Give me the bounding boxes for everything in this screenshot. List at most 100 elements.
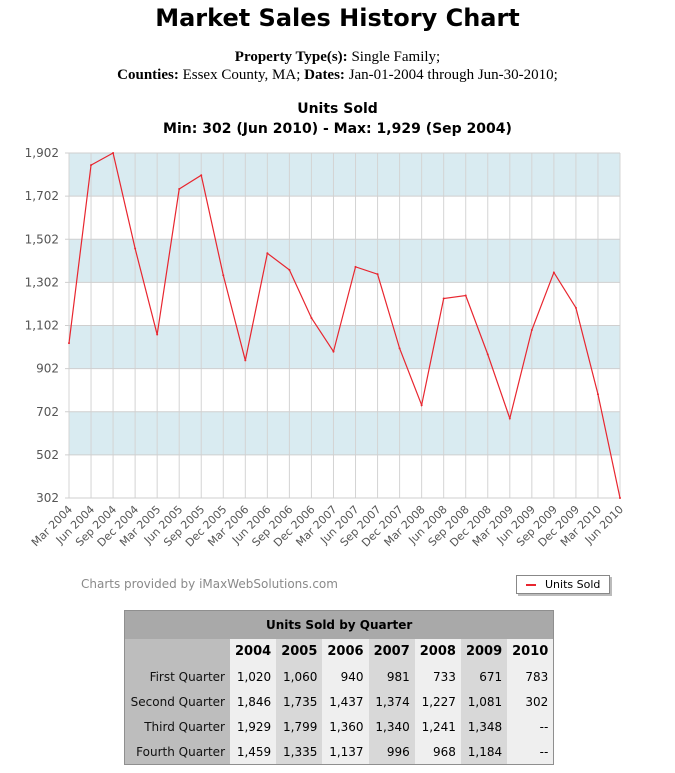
year-header: 2008 [414, 639, 461, 664]
data-point [486, 353, 489, 356]
units-sold-line-chart: 3025027029021,1021,3021,5021,7021,902Mar… [25, 146, 626, 549]
data-point [68, 342, 70, 345]
data-point [332, 350, 335, 353]
table-cell: 1,020 [230, 664, 277, 689]
plot-band [69, 411, 620, 455]
data-point [266, 252, 269, 255]
table-cell: 996 [368, 739, 415, 765]
table-cell: 1,799 [276, 714, 323, 739]
table-cell: -- [507, 739, 554, 765]
table-cell: 733 [414, 664, 461, 689]
table-row: Second Quarter 1,846 1,735 1,437 1,374 1… [124, 689, 554, 714]
data-point [508, 417, 511, 420]
data-point [420, 404, 423, 407]
plot-band [69, 153, 620, 197]
data-point [530, 329, 533, 332]
year-header: 2010 [507, 639, 554, 664]
table-cell: 1,846 [230, 689, 277, 714]
y-tick-label: 502 [36, 448, 59, 462]
plot-band [69, 325, 620, 369]
table-cell: 302 [507, 689, 554, 714]
table-cell: -- [507, 714, 554, 739]
table-row: Fourth Quarter 1,459 1,335 1,137 996 968… [124, 739, 554, 765]
data-point [596, 393, 599, 396]
chart-legend: Units Sold [516, 575, 610, 594]
row-label: First Quarter [124, 664, 230, 689]
table-cell: 1,735 [276, 689, 323, 714]
y-tick-label: 302 [36, 491, 59, 505]
units-by-quarter-table: Units Sold by Quarter 2004 2005 2006 200… [124, 610, 555, 765]
table-cell: 1,335 [276, 739, 323, 765]
table-cell: 1,374 [368, 689, 415, 714]
series-line-units-sold [68, 152, 621, 499]
data-point [288, 268, 291, 271]
year-header: 2005 [276, 639, 323, 664]
row-label: Second Quarter [124, 689, 230, 714]
chart-title: Units Sold [297, 101, 378, 117]
table-cell: 1,184 [460, 739, 508, 765]
data-point [442, 297, 445, 300]
header-corner [124, 639, 230, 664]
property-type-line: Property Type(s): Single Family; [0, 49, 675, 66]
row-label: Fourth Quarter [124, 739, 230, 765]
chart-subtitle: Min: 302 (Jun 2010) - Max: 1,929 (Sep 20… [163, 121, 512, 137]
table-header-row: 2004 2005 2006 2007 2008 2009 2010 [124, 639, 554, 664]
table-cell: 783 [507, 664, 554, 689]
plot-band [69, 239, 620, 283]
data-point [222, 274, 225, 277]
dates-value: Jan-01-2004 through Jun-30-2010; [348, 67, 558, 83]
table-cell: 1,348 [460, 714, 508, 739]
year-header: 2006 [322, 639, 369, 664]
table-row: Third Quarter 1,929 1,799 1,360 1,340 1,… [124, 714, 554, 739]
data-point [112, 152, 115, 154]
y-tick-label: 1,702 [25, 189, 59, 203]
data-point [156, 333, 159, 336]
y-tick-label: 1,902 [25, 146, 59, 160]
page-title: Market Sales History Chart [155, 4, 520, 32]
y-tick-label: 902 [36, 362, 59, 376]
data-point [90, 164, 93, 167]
data-point [310, 316, 313, 319]
data-point [354, 265, 357, 268]
data-point [200, 174, 203, 177]
property-type-label: Property Type(s): [234, 49, 348, 65]
row-label: Third Quarter [124, 714, 230, 739]
data-point [376, 273, 379, 276]
chart-credit[interactable]: Charts provided by iMaxWebSolutions.com [81, 577, 338, 591]
data-point [464, 294, 467, 297]
y-tick-label: 1,302 [25, 275, 59, 289]
y-tick-label: 702 [36, 405, 59, 419]
dates-label: Dates: [304, 67, 345, 83]
counties-label: Counties: [117, 67, 179, 83]
table-cell: 1,081 [460, 689, 508, 714]
counties-dates-line: Counties: Essex County, MA; Dates: Jan-0… [0, 67, 675, 84]
data-point [619, 497, 621, 499]
data-point [244, 359, 247, 362]
data-point [134, 247, 137, 250]
table-cell: 1,360 [322, 714, 369, 739]
table-cell: 981 [368, 664, 415, 689]
data-point [552, 271, 555, 274]
table-cell: 1,929 [230, 714, 277, 739]
table-cell: 940 [322, 664, 369, 689]
table-cell: 1,459 [230, 739, 277, 765]
table-cell: 1,241 [414, 714, 461, 739]
y-tick-label: 1,502 [25, 232, 59, 246]
table-caption: Units Sold by Quarter [124, 610, 554, 639]
y-tick-label: 1,102 [25, 319, 59, 333]
property-type-value: Single Family; [351, 49, 441, 65]
data-point [178, 188, 181, 191]
table-cell: 1,060 [276, 664, 323, 689]
year-header: 2009 [460, 639, 508, 664]
table-cell: 968 [414, 739, 461, 765]
legend-label: Units Sold [545, 578, 601, 591]
legend-swatch [526, 583, 536, 586]
data-point [574, 306, 577, 309]
table-cell: 1,340 [368, 714, 415, 739]
year-header: 2004 [230, 639, 277, 664]
year-header: 2007 [368, 639, 415, 664]
data-point [398, 347, 401, 350]
table-row: First Quarter 1,020 1,060 940 981 733 67… [124, 664, 554, 689]
table-cell: 671 [460, 664, 508, 689]
counties-value: Essex County, MA; [182, 67, 301, 83]
